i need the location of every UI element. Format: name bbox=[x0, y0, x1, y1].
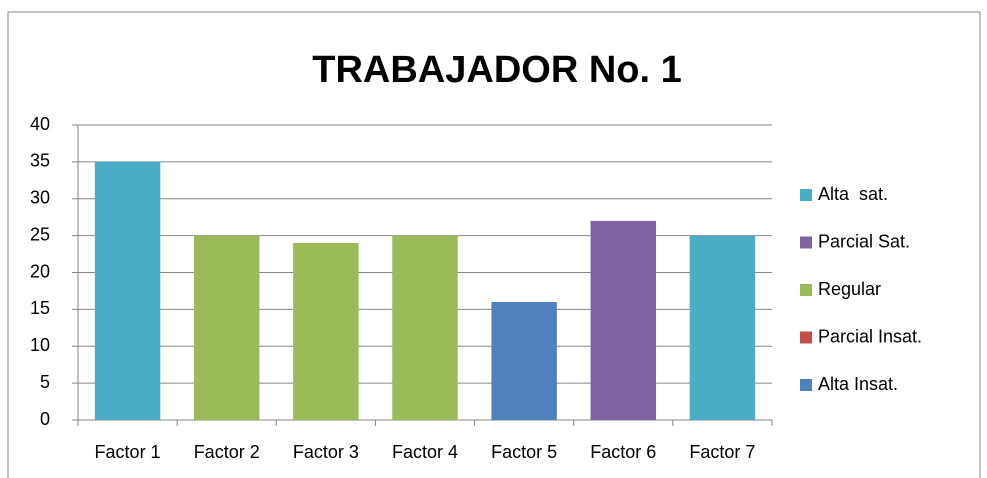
y-tick-label: 0 bbox=[40, 409, 50, 429]
bar bbox=[94, 161, 161, 420]
legend-label: Alta Insat. bbox=[818, 374, 898, 394]
y-tick-label: 5 bbox=[40, 372, 50, 392]
legend-swatch bbox=[800, 236, 812, 249]
y-tick-label: 35 bbox=[30, 151, 50, 171]
legend-swatch bbox=[800, 379, 812, 391]
x-tick-label: Factor 6 bbox=[590, 442, 656, 462]
y-tick-label: 30 bbox=[30, 188, 50, 208]
legend-swatch bbox=[800, 189, 812, 201]
bar bbox=[491, 302, 557, 420]
y-tick-label: 15 bbox=[30, 298, 50, 318]
legend-label: Parcial Insat. bbox=[818, 326, 922, 346]
x-tick-label: Factor 1 bbox=[95, 442, 161, 462]
y-tick-label: 20 bbox=[30, 261, 50, 281]
legend-swatch bbox=[800, 331, 812, 344]
legend-swatch bbox=[800, 284, 812, 296]
y-tick-label: 10 bbox=[30, 335, 50, 355]
chart-title: TRABAJADOR No. 1 bbox=[312, 49, 681, 91]
x-tick-label: Factor 3 bbox=[293, 442, 359, 462]
bar bbox=[689, 235, 756, 420]
legend-label: Alta sat. bbox=[818, 184, 888, 204]
y-tick-label: 40 bbox=[30, 114, 50, 134]
bar bbox=[193, 235, 260, 420]
x-tick-label: Factor 2 bbox=[194, 442, 260, 462]
x-tick-label: Factor 7 bbox=[689, 442, 755, 462]
x-tick-label: Factor 4 bbox=[392, 442, 458, 462]
bar bbox=[293, 243, 359, 420]
x-tick-label: Factor 5 bbox=[491, 442, 557, 462]
y-tick-label: 25 bbox=[30, 224, 50, 244]
bar bbox=[590, 220, 657, 420]
legend-label: Parcial Sat. bbox=[818, 231, 910, 251]
legend-label: Regular bbox=[818, 279, 881, 299]
bar bbox=[392, 235, 458, 420]
